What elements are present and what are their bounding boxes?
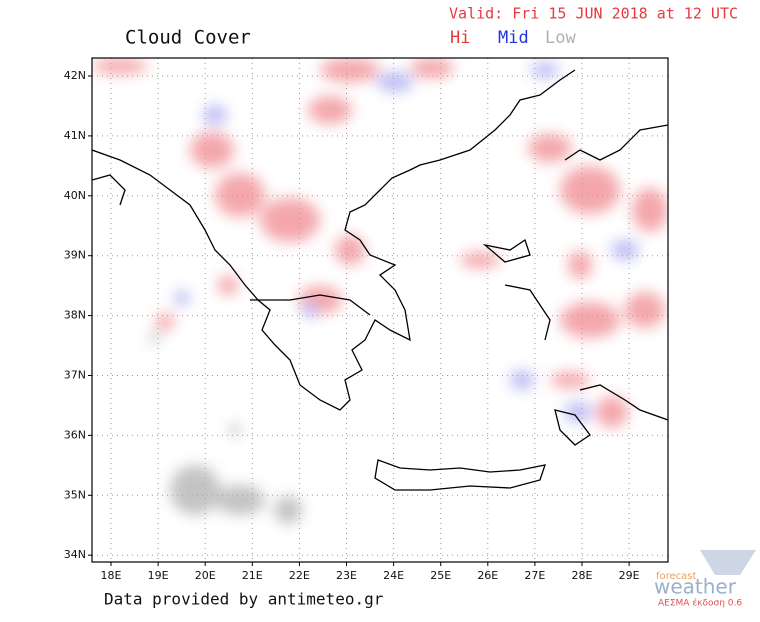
lat-label: 37N bbox=[64, 369, 86, 382]
mid-cloud bbox=[174, 62, 639, 422]
lon-label: 23E bbox=[336, 569, 357, 582]
lat-label: 40N bbox=[64, 189, 86, 202]
map-frame bbox=[91, 57, 669, 563]
logo-top: forecast bbox=[656, 571, 697, 582]
logo-main: weather bbox=[654, 575, 737, 599]
valid-time: Valid: Fri 15 JUN 2018 at 12 UTC bbox=[449, 5, 738, 23]
lon-label: 18E bbox=[101, 569, 122, 582]
lat-label: 38N bbox=[64, 309, 86, 322]
lon-label: 25E bbox=[430, 569, 451, 582]
lon-label: 26E bbox=[477, 569, 498, 582]
lon-label: 21E bbox=[242, 569, 263, 582]
lat-label: 39N bbox=[64, 249, 86, 262]
map-title: Cloud Cover bbox=[125, 27, 251, 49]
lon-label: 29E bbox=[619, 569, 640, 582]
credit: Data provided by antimeteo.gr bbox=[104, 590, 384, 609]
lon-label: 20E bbox=[195, 569, 216, 582]
cloud-field bbox=[92, 58, 668, 524]
coastlines bbox=[92, 69, 668, 491]
logo-icon bbox=[700, 550, 756, 575]
high-cloud bbox=[92, 58, 668, 428]
lat-label: 35N bbox=[64, 488, 86, 501]
lon-label: 19E bbox=[148, 569, 169, 582]
legend-entry: Hi bbox=[450, 28, 470, 48]
lat-label: 36N bbox=[64, 428, 86, 441]
legend-entry: Low bbox=[545, 28, 576, 48]
logo-sub: ΑΕΣΜΑ έκδοση 0.6 bbox=[658, 598, 742, 609]
lon-label: 28E bbox=[572, 569, 593, 582]
legend: Hi Mid Low bbox=[450, 28, 576, 48]
axis-labels: 42N 41N 40N 39N 38N 37N 36N 35N 34N 18E 19E 20E 21E 2… bbox=[64, 69, 640, 582]
lat-label: 42N bbox=[64, 69, 86, 82]
lat-label: 41N bbox=[64, 129, 86, 142]
logo: forecast weather ΑΕΣΜΑ έκδοση 0.6 bbox=[654, 550, 756, 609]
lon-label: 24E bbox=[383, 569, 404, 582]
lon-label: 22E bbox=[289, 569, 310, 582]
map-area bbox=[92, 58, 668, 562]
lon-label: 27E bbox=[524, 569, 545, 582]
lat-label: 34N bbox=[64, 548, 86, 561]
legend-entry: Mid bbox=[498, 28, 529, 48]
low-cloud bbox=[149, 333, 302, 524]
